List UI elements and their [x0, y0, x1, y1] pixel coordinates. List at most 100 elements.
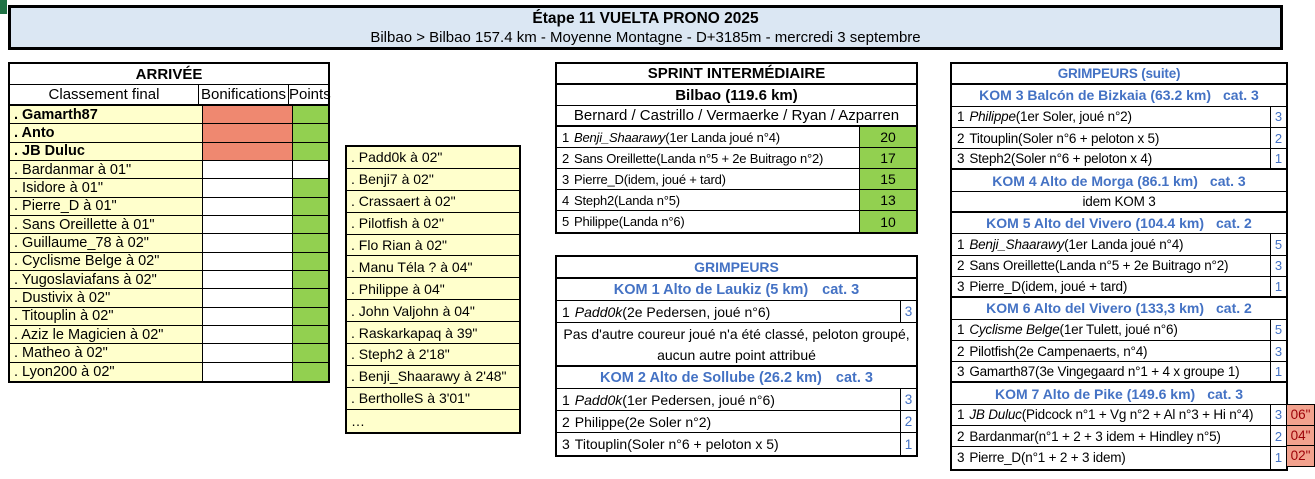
list-item: . Steph2 à 2'18" — [347, 344, 519, 366]
row-detail: (Landa n°5 + 2e Buitrago n°2) — [656, 150, 824, 166]
table-row: . Yugoslaviafans à 02" — [10, 271, 328, 290]
kom-points-cell: 2 — [900, 411, 916, 432]
kom-row: 2 Pilotfish (2e Campenaerts, n°4) 3 — [952, 340, 1286, 363]
row-detail: (1er Soler, joué n°2) — [1015, 109, 1132, 125]
kom-category: cat. 3 — [1209, 172, 1246, 189]
player-name: Pierre_D — [574, 171, 624, 187]
arrivee-title: ARRIVÉE — [10, 64, 328, 85]
row-detail: (idem, joué + tard) — [1020, 279, 1128, 295]
bonification-cell — [203, 106, 293, 124]
kom7-header: KOM 7 Alto de Pike (149.6 km) cat. 3 — [952, 383, 1286, 405]
bonification-cell — [203, 142, 293, 161]
kom-name: KOM 4 Alto de Morga (86.1 km) — [992, 172, 1198, 189]
rank: 1 — [562, 303, 570, 320]
player-name-cell: . Aziz le Magicien à 02" — [10, 326, 203, 344]
player-name: Titouplin — [969, 130, 1019, 146]
row-detail: (2e Soler n°2) — [624, 413, 712, 430]
player-name-cell: . Cyclisme Belge à 02" — [10, 252, 203, 271]
row-detail: (Soler n°6 + peloton x 5) — [627, 436, 779, 452]
row-detail: (2e Campenaerts, n°4) — [1014, 343, 1148, 359]
kom-name: KOM 6 Alto del Vivero (133,3 km) — [986, 300, 1205, 317]
table-row: . Titouplin à 02" — [10, 307, 328, 327]
list-item: . Flo Rian à 02" — [347, 234, 519, 257]
player-name: Padd0k — [574, 391, 623, 408]
player-name: Sans Oreillette — [574, 150, 657, 166]
sprint-row: 5 Philippe (Landa n°6) 10 — [557, 211, 916, 232]
kom-category: cat. 3 — [835, 369, 873, 386]
sprint-row: 4 Steph2 (Landa n°5) 13 — [557, 190, 916, 211]
player-name-cell: . Sans Oreillette à 01" — [10, 216, 203, 234]
kom-row: 3 Pierre_D (idem, joué + tard) 1 — [952, 276, 1286, 299]
kom5-header: KOM 5 Alto del Vivero (104.4 km) cat. 2 — [952, 213, 1286, 235]
stage-subtitle: Bilbao > Bilbao 157.4 km - Moyenne Monta… — [370, 28, 921, 46]
stage-header: Étape 11 VUELTA PRONO 2025 Bilbao > Bilb… — [8, 5, 1283, 50]
sprint-points-cell: 15 — [859, 169, 916, 189]
row-detail: (2e Pedersen, joué n°6) — [622, 303, 771, 320]
bonification-cell — [203, 326, 293, 344]
bonification-cell — [203, 344, 293, 362]
kom-points-cell: 3 — [900, 301, 916, 322]
kom-row: 3 Titouplin (Soler n°6 + peloton x 5) 1 — [557, 433, 916, 455]
rank: 2 — [957, 343, 965, 359]
row-detail: (1er Pedersen, joué n°6) — [622, 391, 775, 408]
kom-points-cell: 1 — [1270, 362, 1286, 382]
bonification-cell — [203, 179, 293, 197]
rank: 5 — [562, 214, 570, 229]
sprint-location: Bilbao (119.6 km) — [557, 85, 916, 106]
row-detail: (Landa n°5 + 2e Buitrago n°2) — [1054, 258, 1229, 274]
player-name-cell: . Pierre_D à 01" — [10, 197, 203, 216]
list-item: . BertholleS à 3'01" — [347, 387, 519, 410]
player-name-cell: . Bardanmar à 01" — [10, 161, 203, 179]
kom-category: cat. 2 — [1216, 300, 1252, 317]
row-detail: (n°1 + 2 + 3 idem) — [1020, 450, 1126, 466]
column-header-points: Points — [289, 86, 331, 103]
kom2-header: KOM 2 Alto de Sollube (26.2 km) cat. 3 — [557, 367, 916, 389]
table-row: . Guillaume_78 à 02" — [10, 234, 328, 253]
list-item: . Philippe à 04" — [347, 278, 519, 301]
sprint-row: 1 Benji_Shaarawy (1er Landa joué n°4) 20 — [557, 127, 916, 148]
table-row: . Aziz le Magicien à 02" — [10, 326, 328, 345]
bonification-cell — [203, 197, 293, 216]
list-item: . Padd0k à 02" — [347, 147, 519, 169]
kom-row: 2 Philippe (2e Soler n°2) 2 — [557, 411, 916, 433]
sprint-title: SPRINT INTERMÉDIAIRE — [557, 64, 916, 85]
kom-row: 1 Benji_Shaarawy (1er Landa joué n°4) 5 — [952, 234, 1286, 256]
kom-row: 1 Padd0k (2e Pedersen, joué n°6) 3 — [557, 301, 916, 323]
kom1-note-line2: aucun autre point attribué — [557, 345, 916, 367]
list-item: . Crassaert à 02" — [347, 190, 519, 213]
kom-row: 3 Gamarth87 (3e Vingegaard n°1 + 4 x grou… — [952, 362, 1286, 384]
player-name-cell: . Titouplin à 02" — [10, 307, 203, 326]
table-row: . Pierre_D à 01" — [10, 197, 328, 217]
points-cell — [293, 344, 328, 362]
player-name-cell: . Anto — [10, 124, 203, 142]
sprint-points-cell: 17 — [859, 148, 916, 168]
player-name: Sans Oreillette — [969, 258, 1055, 274]
sprint-points-cell: 13 — [859, 190, 916, 210]
player-name: Titouplin — [574, 436, 628, 452]
points-cell — [293, 252, 328, 271]
rank: 3 — [562, 436, 570, 452]
table-row: . Sans Oreillette à 01" — [10, 216, 328, 235]
grimpeurs-suite-table: GRIMPEURS (suite) KOM 3 Balcón de Bizkai… — [950, 62, 1288, 471]
kom-row: 1 Cyclisme Belge (1er Tulett, joué n°6) 5 — [952, 319, 1286, 341]
kom-points-cell: 3 — [1270, 106, 1286, 127]
rank: 2 — [562, 413, 570, 430]
kom-row: 1 Philippe (1er Soler, joué n°2) 3 — [952, 106, 1286, 128]
rank: 3 — [562, 171, 570, 187]
kom1-header: KOM 1 Alto de Laukiz (5 km) cat. 3 — [557, 279, 916, 301]
kom3-header: KOM 3 Balcón de Bizkaia (63.2 km) cat. 3 — [952, 85, 1286, 107]
sprint-points-cell: 10 — [859, 211, 916, 232]
kom-name: KOM 3 Balcón de Bizkaia (63.2 km) — [979, 87, 1212, 104]
rank: 4 — [562, 192, 570, 208]
classement-extra-list: . Padd0k à 02" . Benji7 à 02" . Crassaer… — [345, 145, 521, 434]
points-cell — [293, 271, 328, 289]
grimpeurs-title: GRIMPEURS — [557, 257, 916, 279]
points-cell — [293, 142, 328, 161]
table-row: . Isidore à 01" — [10, 179, 328, 198]
row-detail: (Soler n°6 + peloton x 5) — [1018, 130, 1160, 146]
kom-points-cell: 1 — [1270, 447, 1286, 469]
player-name: Bardanmar — [969, 428, 1035, 444]
player-name-cell: . JB Duluc — [10, 142, 203, 161]
grimpeurs-suite-title: GRIMPEURS (suite) — [952, 64, 1286, 86]
points-cell — [293, 197, 328, 216]
